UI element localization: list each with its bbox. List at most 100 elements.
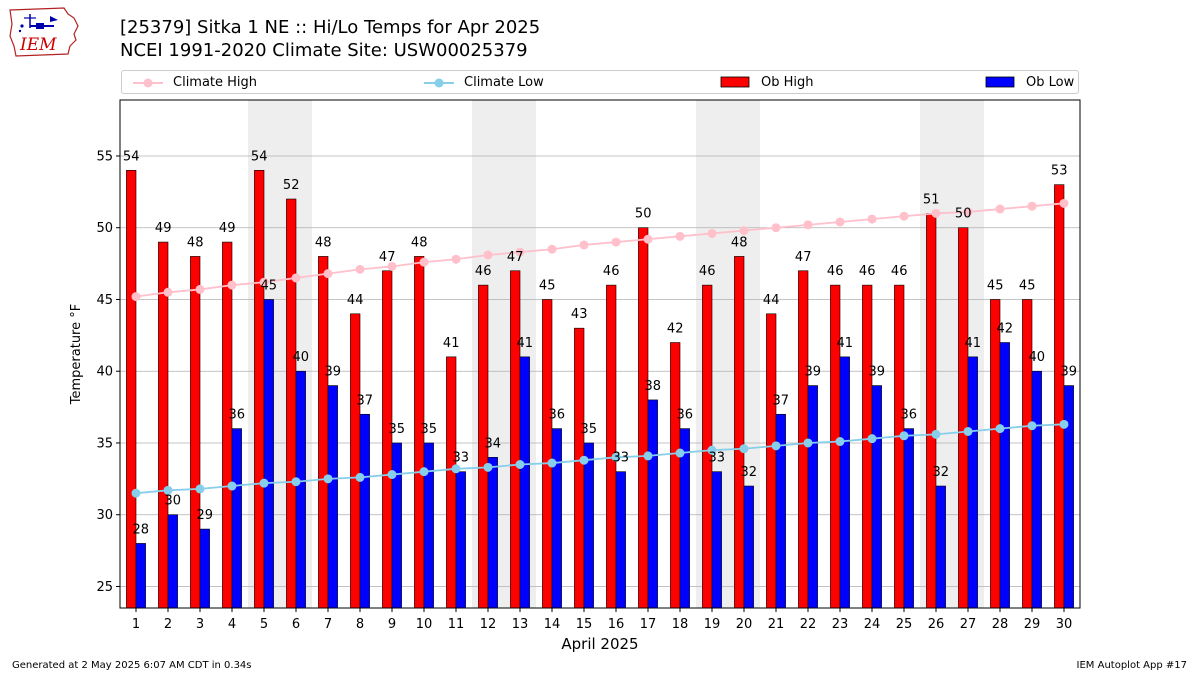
ob-low-bar: [871, 385, 882, 609]
ob-low-bar: [551, 428, 562, 609]
chart-title: [25379] Sitka 1 NE :: Hi/Lo Temps for Ap…: [120, 17, 541, 38]
ob-high-bar: [606, 284, 617, 609]
ob-low-bar: [807, 385, 818, 609]
ob-low-data-label: 28: [133, 522, 150, 537]
ob-low-data-label: 40: [293, 350, 310, 365]
x-tick-label: 3: [196, 617, 204, 632]
x-tick-label: 18: [672, 617, 689, 632]
ob-high-data-label: 48: [411, 235, 428, 250]
climate-high-point: [803, 220, 813, 230]
climate-low-point: [963, 426, 973, 436]
legend-label: Climate High: [173, 75, 258, 90]
ob-high-bar: [830, 284, 841, 609]
x-tick-label: 14: [544, 617, 561, 632]
ob-low-bar: [135, 543, 146, 609]
ob-high-data-label: 45: [1019, 278, 1036, 293]
climate-high-point: [483, 250, 493, 260]
climate-low-point: [515, 459, 525, 469]
ob-low-data-label: 32: [933, 465, 950, 480]
y-tick-label: 25: [96, 580, 113, 595]
x-tick-label: 12: [480, 617, 497, 632]
climate-high-point: [867, 214, 877, 224]
climate-high-point: [1027, 201, 1037, 211]
y-tick-label: 40: [96, 365, 113, 380]
ob-high-data-label: 54: [123, 149, 140, 164]
ob-low-bar: [519, 356, 530, 609]
ob-high-data-label: 51: [923, 192, 940, 207]
x-tick-label: 6: [292, 617, 300, 632]
climate-high-point: [835, 217, 845, 227]
x-tick-label: 5: [260, 617, 268, 632]
climate-high-point: [515, 247, 525, 257]
climate-low-point: [1059, 419, 1069, 429]
ob-high-data-label: 46: [603, 264, 620, 279]
ob-low-data-label: 33: [709, 451, 726, 466]
ob-low-bar: [839, 356, 850, 609]
x-tick-label: 10: [416, 617, 433, 632]
x-tick-label: 28: [992, 617, 1009, 632]
ob-high-data-label: 46: [475, 264, 492, 279]
ob-high-data-label: 50: [955, 207, 972, 222]
x-axis-label: April 2025: [561, 635, 638, 653]
climate-high-point: [131, 292, 141, 302]
ob-high-data-label: 42: [667, 322, 684, 337]
ob-high-bar: [862, 284, 873, 609]
legend-line-marker-icon: [424, 78, 454, 88]
ob-low-bar: [583, 442, 594, 609]
ob-low-data-label: 38: [645, 379, 662, 394]
climate-low-point: [195, 484, 205, 494]
ob-low-bar: [359, 413, 370, 609]
y-tick-label: 55: [96, 149, 113, 164]
climate-high-point: [547, 244, 557, 254]
ob-low-bar: [295, 370, 306, 609]
logo-text: IEM: [19, 35, 57, 55]
ob-low-bar: [903, 428, 914, 609]
climate-high-point: [675, 231, 685, 241]
climate-low-point: [323, 474, 333, 484]
ob-low-bar: [231, 428, 242, 609]
climate-low-point: [1027, 421, 1037, 431]
x-tick-label: 27: [960, 617, 977, 632]
ob-low-data-label: 35: [389, 422, 406, 437]
iem-logo: IEM: [9, 7, 79, 57]
legend-label: Ob High: [761, 75, 814, 90]
climate-low-point: [547, 458, 557, 468]
x-tick-label: 13: [512, 617, 529, 632]
climate-low-point: [259, 478, 269, 488]
ob-low-data-label: 37: [357, 393, 374, 408]
climate-high-point: [291, 273, 301, 283]
climate-low-point: [739, 444, 749, 454]
ob-low-data-label: 36: [229, 408, 246, 423]
ob-low-data-label: 39: [1061, 365, 1078, 380]
climate-low-point: [835, 437, 845, 447]
ob-high-bar: [318, 256, 329, 609]
x-tick-label: 8: [356, 617, 364, 632]
ob-high-data-label: 47: [379, 250, 396, 265]
x-tick-label: 22: [800, 617, 817, 632]
ob-low-bar: [1063, 385, 1074, 609]
footer-app-text: IEM Autoplot App #17: [1076, 660, 1187, 671]
climate-high-point: [707, 228, 717, 238]
climate-low-point: [387, 470, 397, 480]
ob-low-data-label: 39: [805, 365, 822, 380]
ob-high-bar: [126, 170, 137, 609]
x-tick-label: 21: [768, 617, 785, 632]
climate-low-point: [771, 441, 781, 451]
ob-high-data-label: 43: [571, 307, 588, 322]
ob-high-data-label: 46: [827, 264, 844, 279]
ob-low-data-label: 33: [453, 451, 470, 466]
climate-high-point: [995, 204, 1005, 214]
ob-high-bar: [286, 198, 297, 609]
legend-bar-swatch-icon: [720, 76, 750, 88]
climate-high-point: [227, 280, 237, 290]
ob-low-bar: [455, 471, 466, 609]
climate-low-point: [611, 452, 621, 462]
climate-high-point: [771, 223, 781, 233]
x-tick-label: 24: [864, 617, 881, 632]
ob-low-bar: [263, 299, 274, 609]
y-tick-label: 35: [96, 436, 113, 451]
ob-high-data-label: 49: [219, 221, 236, 236]
climate-low-point: [163, 485, 173, 495]
climate-high-point: [739, 226, 749, 236]
ob-high-data-label: 48: [315, 235, 332, 250]
